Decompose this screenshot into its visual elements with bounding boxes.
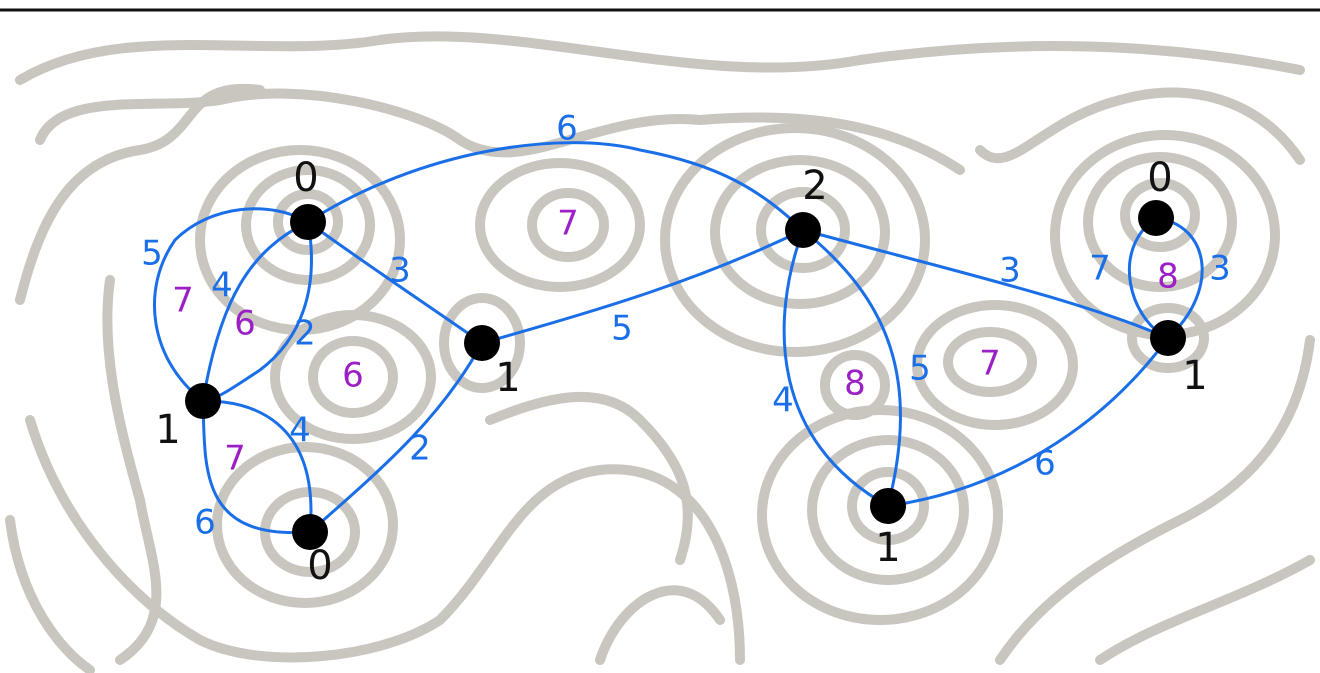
edge-weight: 4: [289, 411, 311, 451]
edge: [307, 220, 483, 345]
node-label: 1: [875, 525, 900, 571]
edge: [201, 400, 311, 535]
edge-weight: 5: [141, 234, 163, 274]
face-label: 7: [557, 204, 579, 244]
face-label: 7: [172, 281, 194, 321]
node: [1138, 200, 1174, 236]
node: [292, 514, 328, 550]
edge-weight: 5: [909, 349, 931, 389]
node: [290, 204, 326, 240]
edge-weight: 3: [1209, 249, 1231, 289]
edge-weight: 4: [772, 381, 794, 421]
edge-weight: 2: [294, 314, 316, 354]
edge: [202, 399, 313, 533]
edge: [152, 207, 309, 403]
face-label: 8: [1157, 257, 1179, 297]
edge: [802, 228, 902, 507]
edge: [802, 228, 1169, 340]
edge-weight: 2: [409, 429, 431, 469]
node: [185, 383, 221, 419]
node-label: 1: [155, 407, 180, 453]
node-label: 0: [293, 155, 318, 201]
face-label: 7: [224, 439, 246, 479]
node-label: 0: [1147, 155, 1172, 201]
edge: [201, 220, 309, 402]
face-label: 6: [342, 356, 364, 396]
edge-weight: 3: [999, 251, 1021, 291]
node-label: 1: [1182, 353, 1207, 399]
edge-weight: 6: [1034, 444, 1056, 484]
edges: [152, 141, 1204, 535]
face-label: 7: [979, 344, 1001, 384]
face-label: 6: [234, 304, 256, 344]
contour-lines: [5, 31, 1315, 673]
face-label: 8: [844, 364, 866, 404]
node-label: 0: [307, 543, 332, 589]
node: [1150, 320, 1186, 356]
edge-weight: 4: [211, 266, 233, 306]
node: [870, 488, 906, 524]
edge-weight: 7: [1089, 249, 1111, 289]
edge-weight: 3: [389, 251, 411, 291]
edge: [782, 229, 889, 508]
node: [785, 212, 821, 248]
edge: [887, 337, 1170, 508]
edge-weight: 6: [556, 109, 578, 149]
edge-weight: 6: [194, 503, 216, 543]
edge: [309, 342, 484, 534]
node-label: 1: [495, 355, 520, 401]
edge: [307, 141, 805, 232]
node-label: 2: [802, 163, 827, 209]
node: [464, 325, 500, 361]
edge: [481, 228, 804, 345]
edge-weight: 5: [611, 309, 633, 349]
